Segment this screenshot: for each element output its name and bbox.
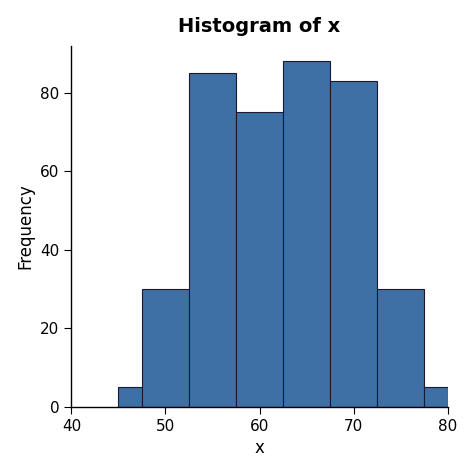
Bar <box>283 61 330 407</box>
X-axis label: x: x <box>255 439 264 457</box>
Bar <box>142 289 189 407</box>
Bar <box>189 73 236 407</box>
Bar <box>236 112 283 407</box>
Bar <box>118 387 142 407</box>
Y-axis label: Frequency: Frequency <box>17 183 35 269</box>
Bar <box>330 81 377 407</box>
Bar <box>377 289 424 407</box>
Title: Histogram of x: Histogram of x <box>178 17 341 36</box>
Bar <box>424 387 448 407</box>
